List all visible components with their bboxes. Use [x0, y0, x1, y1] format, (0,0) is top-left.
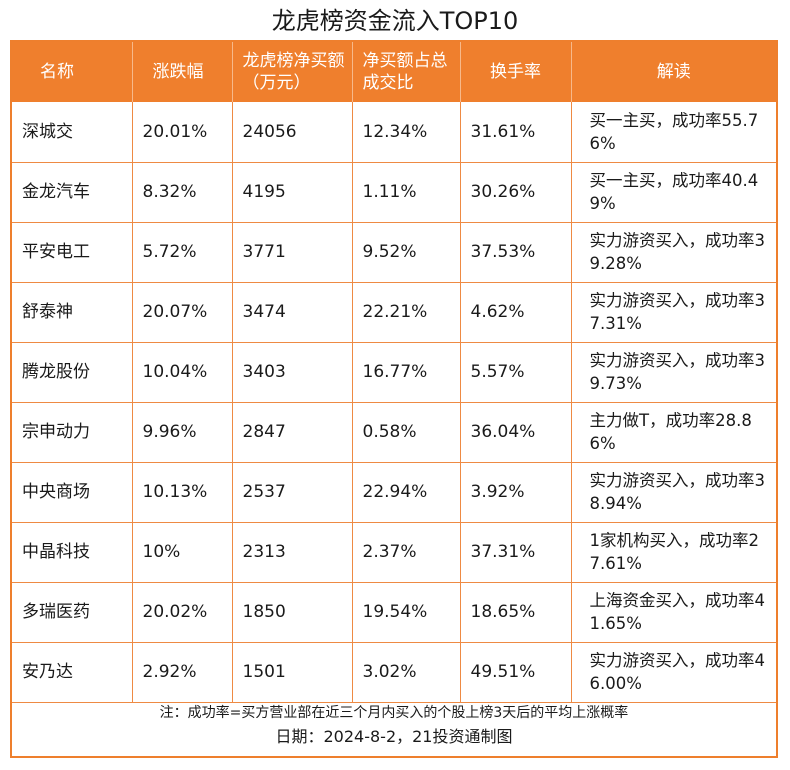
interpretation-cell: 上海资金买入，成功率41.65%	[571, 582, 776, 643]
interpretation-cell: 买一主买，成功率40.49%	[571, 162, 776, 223]
change-pct-cell: 5.72%	[132, 222, 233, 283]
net-buy-amount-cell: 4195	[232, 162, 353, 223]
net-buy-amount-cell: 2313	[232, 522, 353, 583]
table-row: 金龙汽车 8.32% 4195 1.11% 30.26% 买一主买，成功率40.49%	[12, 162, 776, 223]
stock-name-cell: 腾龙股份	[12, 342, 133, 403]
net-buy-ratio-cell: 16.77%	[352, 342, 461, 403]
table-row: 安乃达 2.92% 1501 3.02% 49.51% 实力游资买入，成功率46.00%	[12, 642, 776, 703]
table-row: 深城交 20.01% 24056 12.34% 31.61% 买一主买，成功率55.76%	[12, 102, 776, 163]
interpretation-cell: 主力做T，成功率28.86%	[571, 402, 776, 463]
net-buy-ratio-cell: 0.58%	[352, 402, 461, 463]
stock-name-cell: 舒泰神	[12, 282, 133, 343]
change-pct-cell: 20.02%	[132, 582, 233, 643]
net-buy-amount-cell: 2847	[232, 402, 353, 463]
column-header-change: 涨跌幅	[132, 42, 233, 102]
table-row: 多瑞医药 20.02% 1850 19.54% 18.65% 上海资金买入，成功率41.6…	[12, 582, 776, 643]
change-pct-cell: 2.92%	[132, 642, 233, 703]
net-buy-amount-cell: 24056	[232, 102, 353, 163]
turnover-rate-cell: 37.53%	[460, 222, 572, 283]
net-buy-ratio-cell: 22.94%	[352, 462, 461, 523]
column-header-name: 名称	[12, 42, 133, 102]
interpretation-cell: 实力游资买入，成功率37.31%	[571, 282, 776, 343]
interpretation-cell: 买一主买，成功率55.76%	[571, 102, 776, 163]
column-header-turnover: 换手率	[460, 42, 572, 102]
interpretation-cell: 实力游资买入，成功率38.94%	[571, 462, 776, 523]
turnover-rate-cell: 31.61%	[460, 102, 572, 163]
stock-name-cell: 深城交	[12, 102, 133, 163]
turnover-rate-cell: 3.92%	[460, 462, 572, 523]
stock-name-cell: 平安电工	[12, 222, 133, 283]
net-buy-ratio-cell: 2.37%	[352, 522, 461, 583]
table-row: 宗申动力 9.96% 2847 0.58% 36.04% 主力做T，成功率28.86%	[12, 402, 776, 463]
column-header-interpretation: 解读	[656, 62, 691, 82]
table-row: 腾龙股份 10.04% 3403 16.77% 5.57% 实力游资买入，成功率39.73…	[12, 342, 776, 403]
turnover-rate-cell: 49.51%	[460, 642, 572, 703]
stock-name-cell: 中央商场	[12, 462, 133, 523]
net-buy-ratio-cell: 3.02%	[352, 642, 461, 703]
net-buy-amount-cell: 1501	[232, 642, 353, 703]
stock-name-cell: 多瑞医药	[12, 582, 133, 643]
interpretation-cell: 实力游资买入，成功率39.28%	[571, 222, 776, 283]
turnover-rate-cell: 18.65%	[460, 582, 572, 643]
net-buy-amount-cell: 3403	[232, 342, 353, 403]
turnover-rate-cell: 36.04%	[460, 402, 572, 463]
net-buy-ratio-cell: 9.52%	[352, 222, 461, 283]
net-buy-amount-cell: 2537	[232, 462, 353, 523]
stock-name-cell: 安乃达	[12, 642, 133, 703]
net-buy-amount-cell: 1850	[232, 582, 353, 643]
date-credit: 日期：2024-8-2，21投资通制图	[275, 727, 513, 746]
footnote: 注：成功率=买方营业部在近三个月内买入的个股上榜3天后的平均上涨概率	[159, 705, 629, 721]
table-row: 平安电工 5.72% 3771 9.52% 37.53% 实力游资买入，成功率39.28%	[12, 222, 776, 283]
table-row: 舒泰神 20.07% 3474 22.21% 4.62% 实力游资买入，成功率37.31%	[12, 282, 776, 343]
stock-name-cell: 宗申动力	[12, 402, 133, 463]
change-pct-cell: 9.96%	[132, 402, 233, 463]
change-pct-cell: 10%	[132, 522, 233, 583]
change-pct-cell: 8.32%	[132, 162, 233, 223]
change-pct-cell: 10.04%	[132, 342, 233, 403]
interpretation-cell: 实力游资买入，成功率39.73%	[571, 342, 776, 403]
table-row: 中央商场 10.13% 2537 22.94% 3.92% 实力游资买入，成功率38.94…	[12, 462, 776, 523]
net-buy-ratio-cell: 19.54%	[352, 582, 461, 643]
interpretation-cell: 1家机构买入，成功率27.61%	[571, 522, 776, 583]
net-buy-ratio-cell: 12.34%	[352, 102, 461, 163]
net-buy-amount-cell: 3474	[232, 282, 353, 343]
table-row: 中晶科技 10% 2313 2.37% 37.31% 1家机构买入，成功率27.61%	[12, 522, 776, 583]
net-buy-ratio-cell: 1.11%	[352, 162, 461, 223]
net-buy-ratio-cell: 22.21%	[352, 282, 461, 343]
page-title: 龙虎榜资金流入TOP10	[271, 7, 519, 35]
change-pct-cell: 20.07%	[132, 282, 233, 343]
net-buy-amount-cell: 3771	[232, 222, 353, 283]
change-pct-cell: 10.13%	[132, 462, 233, 523]
turnover-rate-cell: 5.57%	[460, 342, 572, 403]
stock-name-cell: 金龙汽车	[12, 162, 133, 223]
table-header-row: 名称 涨跌幅 龙虎榜净买额（万元） 净买额占总成交比 换手率 解读	[12, 42, 776, 102]
turnover-rate-cell: 30.26%	[460, 162, 572, 223]
turnover-rate-cell: 4.62%	[460, 282, 572, 343]
column-header-net-buy: 龙虎榜净买额（万元）	[232, 42, 353, 102]
turnover-rate-cell: 37.31%	[460, 522, 572, 583]
stock-table: 名称 涨跌幅 龙虎榜净买额（万元） 净买额占总成交比 换手率 解读 深城交 20.…	[12, 42, 776, 703]
stock-name-cell: 中晶科技	[12, 522, 133, 583]
change-pct-cell: 20.01%	[132, 102, 233, 163]
column-header-net-buy-ratio: 净买额占总成交比	[352, 42, 461, 102]
interpretation-cell: 实力游资买入，成功率46.00%	[571, 642, 776, 703]
data-table-frame: 名称 涨跌幅 龙虎榜净买额（万元） 净买额占总成交比 换手率 解读 深城交 20.…	[10, 40, 778, 758]
